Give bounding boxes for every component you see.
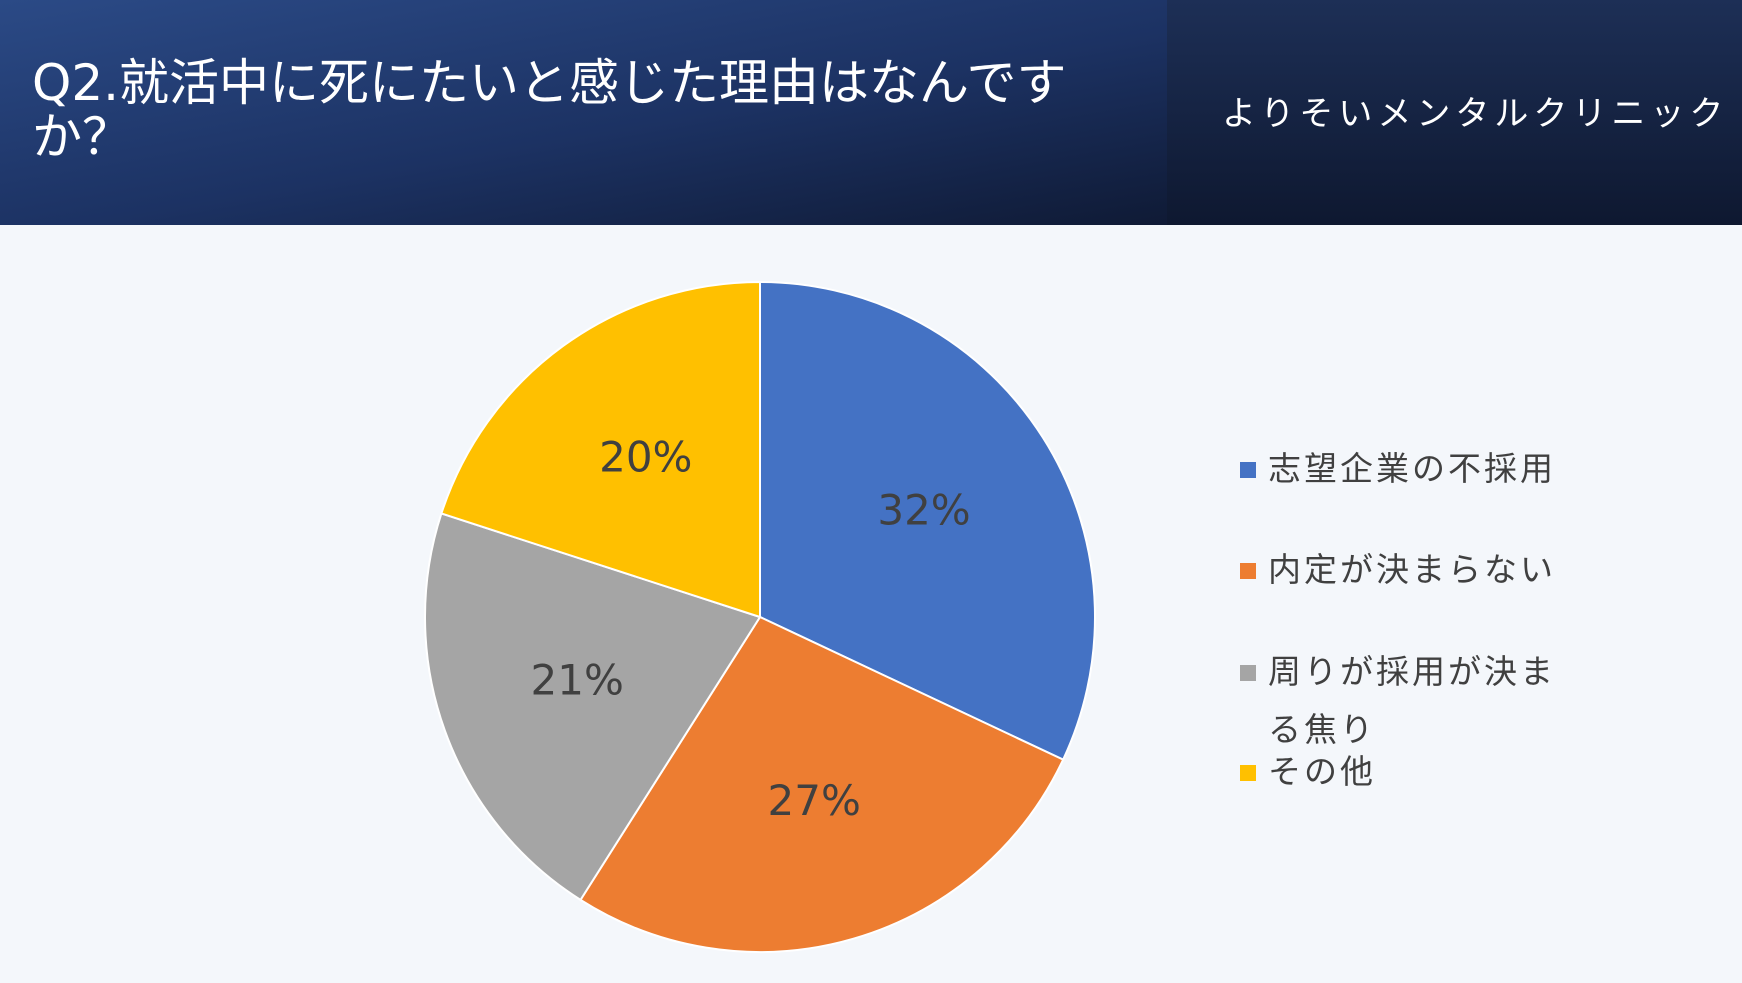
legend-swatch [1240,765,1256,781]
clinic-name: よりそいメンタルクリニック [1222,94,1729,134]
legend-item: 周りが採用が決まる焦り [1240,643,1570,759]
pie-slice [440,280,761,619]
data-label: 27% [768,776,861,825]
pie-slice [759,280,1096,761]
legend-swatch [1240,462,1256,478]
legend-item: その他 [1240,743,1570,801]
legend-label: その他 [1268,752,1376,791]
header: Q2.就活中に死にたいと感じた理由はなんですか？ よりそいメンタルクリニック [0,0,1742,225]
data-label: 32% [877,485,970,534]
header-panel [0,0,1167,225]
legend-item: 内定が決まらない [1240,541,1570,599]
pie-slice [579,615,1065,953]
data-label: 21% [531,655,624,704]
legend-label: 内定が決まらない [1268,550,1556,589]
legend-swatch [1240,665,1256,681]
pie-slice [424,512,762,902]
legend-item: 志望企業の不採用 [1240,440,1570,498]
legend-label: 志望企業の不採用 [1268,449,1556,488]
chart: 32% 27% 21% 20% [424,280,1096,953]
chart-title: Q2.就活中に死にたいと感じた理由はなんですか？ [32,54,1067,166]
legend-label: 周りが採用が決まる焦り [1268,652,1556,749]
legend-swatch [1240,563,1256,579]
data-label: 20% [599,432,692,481]
